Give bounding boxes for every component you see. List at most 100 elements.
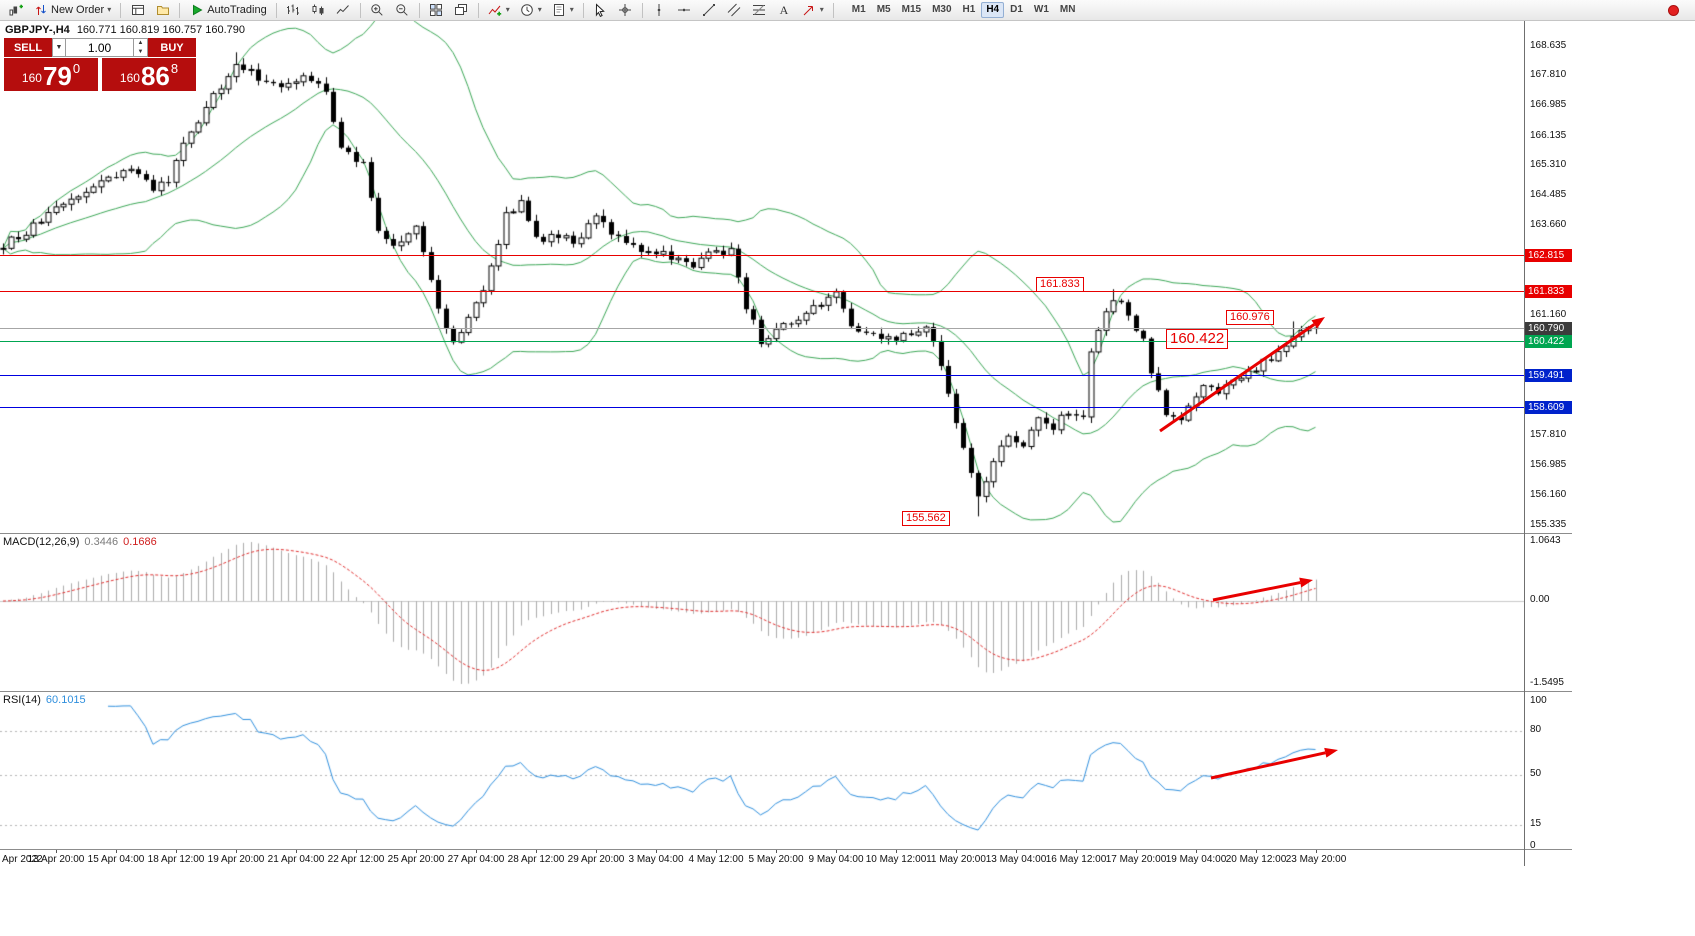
- profiles-button[interactable]: [151, 1, 174, 19]
- new-chart-icon: [8, 3, 23, 18]
- price-pane: GBPJPY-,H4 160.771 160.819 160.757 160.79…: [0, 21, 1572, 533]
- horizontal-line-160.422[interactable]: [0, 341, 1524, 342]
- arrows-tool-button[interactable]: ▾: [798, 1, 828, 19]
- crosshair-icon: [618, 3, 633, 18]
- macd-label: MACD(12,26,9) 0.3446 0.1686: [3, 536, 157, 548]
- tile-windows-button[interactable]: [425, 1, 448, 19]
- fibonacci-button[interactable]: [748, 1, 771, 19]
- time-axis-label: 16 May 12:00: [1045, 854, 1107, 865]
- time-axis-tick: [716, 850, 717, 853]
- time-axis[interactable]: Apr 2022 13 Apr 20:00 15 Apr 04:00 18 Apr 1…: [0, 849, 1572, 866]
- svg-text:A: A: [780, 3, 789, 17]
- macd-scale-label: 0.00: [1530, 594, 1550, 605]
- horizontal-line-158.609[interactable]: [0, 407, 1524, 408]
- timeframe-toolbar: M1 M5 M15 M30 H1 H4 D1 W1 MN: [847, 2, 1081, 18]
- rsi-scale-label: 80: [1530, 724, 1542, 735]
- periods-button[interactable]: ▾: [516, 1, 546, 19]
- cascade-windows-button[interactable]: [450, 1, 473, 19]
- cursor-button[interactable]: [589, 1, 612, 19]
- price-annotation-155.562[interactable]: 155.562: [902, 511, 950, 526]
- chevron-down-icon: ▾: [819, 5, 824, 14]
- time-axis-label: 9 May 04:00: [808, 854, 864, 865]
- price-annotation-160.976[interactable]: 160.976: [1226, 310, 1274, 325]
- new-order-button[interactable]: New Order ▾: [29, 1, 115, 19]
- volume-up-icon[interactable]: ▲: [137, 40, 144, 47]
- volume-input[interactable]: [66, 39, 133, 56]
- horizontal-line-159.491[interactable]: [0, 375, 1524, 376]
- rsi-canvas[interactable]: [0, 692, 1524, 849]
- timeframe-button-h4[interactable]: H4: [981, 2, 1005, 18]
- time-axis-label: 3 May 04:00: [628, 854, 684, 865]
- volume-down-icon[interactable]: ▼: [137, 48, 144, 55]
- buy-button[interactable]: BUY: [148, 38, 196, 57]
- chevron-down-icon: ▾: [505, 5, 510, 14]
- chevron-down-icon: ▾: [107, 5, 112, 14]
- sell-price-button[interactable]: 160 79 0: [4, 58, 98, 91]
- channel-button[interactable]: [723, 1, 746, 19]
- timeframe-button-m5[interactable]: M5: [876, 4, 891, 15]
- time-axis-label: 5 May 20:00: [748, 854, 804, 865]
- macd-canvas[interactable]: [0, 534, 1524, 691]
- timeframe-button-d1[interactable]: D1: [1010, 4, 1023, 15]
- candlestick-chart-button[interactable]: [307, 1, 330, 19]
- new-order-icon: [33, 3, 48, 18]
- rsi-label: RSI(14) 60.1015: [3, 694, 86, 706]
- timeframe-button-w1[interactable]: W1: [1033, 4, 1049, 15]
- time-axis-label: 19 Apr 20:00: [207, 854, 265, 865]
- autotrading-button[interactable]: AutoTrading: [185, 1, 271, 19]
- text-tool-button[interactable]: A: [773, 1, 796, 19]
- buy-price-button[interactable]: 160 86 8: [102, 58, 196, 91]
- bar-chart-button[interactable]: [282, 1, 305, 19]
- timeframe-button-m15[interactable]: M15: [901, 4, 922, 15]
- separator: [477, 2, 479, 18]
- rsi-pane: RSI(14) 60.1015: [0, 691, 1572, 849]
- time-axis-label: 13 May 04:00: [985, 854, 1047, 865]
- rsi-value: 60.1015: [45, 694, 86, 706]
- templates-icon: [552, 3, 567, 18]
- templates-button[interactable]: ▾: [548, 1, 578, 19]
- macd-pane: MACD(12,26,9) 0.3446 0.1686: [0, 533, 1572, 691]
- horizontal-line-160.790[interactable]: [0, 328, 1524, 329]
- arrows-tool-icon: [802, 3, 817, 18]
- channel-icon: [727, 3, 742, 18]
- time-axis-tick: [296, 850, 297, 853]
- chevron-down-icon: ▾: [569, 5, 574, 14]
- separator: [275, 2, 277, 18]
- candlestick-icon: [311, 3, 326, 18]
- indicators-icon: [488, 3, 503, 18]
- chart-window-button[interactable]: [126, 1, 149, 19]
- timeframe-button-h1[interactable]: H1: [962, 4, 976, 15]
- trendline-button[interactable]: [698, 1, 721, 19]
- horizontal-line-161.833[interactable]: [0, 291, 1524, 292]
- time-axis-tick: [956, 850, 957, 853]
- volume-dropdown[interactable]: ▼: [52, 38, 66, 57]
- price-scale-label: 157.810: [1530, 429, 1567, 440]
- horizontal-line-162.815[interactable]: [0, 255, 1524, 256]
- separator: [418, 2, 420, 18]
- notification-dot-icon: [1668, 4, 1679, 16]
- time-axis-tick: [1196, 850, 1197, 853]
- main-toolbar: New Order ▾ AutoTrading: [0, 0, 1695, 21]
- vertical-line-button[interactable]: [648, 1, 671, 19]
- timeframe-button-m1[interactable]: M1: [851, 4, 866, 15]
- indicators-button[interactable]: ▾: [484, 1, 514, 19]
- price-annotation-161.833[interactable]: 161.833: [1036, 277, 1084, 292]
- price-annotation-160.422[interactable]: 160.422: [1166, 329, 1229, 349]
- timeframe-button-m30[interactable]: M30: [932, 4, 952, 15]
- time-axis-label: 13 Apr 20:00: [27, 854, 85, 865]
- line-chart-button[interactable]: [332, 1, 355, 19]
- horizontal-line-icon: [677, 3, 692, 18]
- price-chart-canvas[interactable]: [0, 21, 1524, 533]
- horizontal-line-button[interactable]: [673, 1, 696, 19]
- zoom-in-button[interactable]: [366, 1, 389, 19]
- vertical-line-icon: [652, 3, 667, 18]
- price-scale-axis-line: [1524, 21, 1525, 866]
- new-chart-button[interactable]: [4, 1, 27, 19]
- volume-stepper: ▲ ▼: [134, 38, 148, 57]
- zoom-out-button[interactable]: [391, 1, 414, 19]
- price-scale-label: 163.660: [1530, 219, 1567, 230]
- timeframe-button-mn[interactable]: MN: [1059, 4, 1076, 15]
- crosshair-button[interactable]: [614, 1, 637, 19]
- macd-scale-label: -1.5495: [1530, 677, 1564, 688]
- sell-button[interactable]: SELL: [4, 38, 52, 57]
